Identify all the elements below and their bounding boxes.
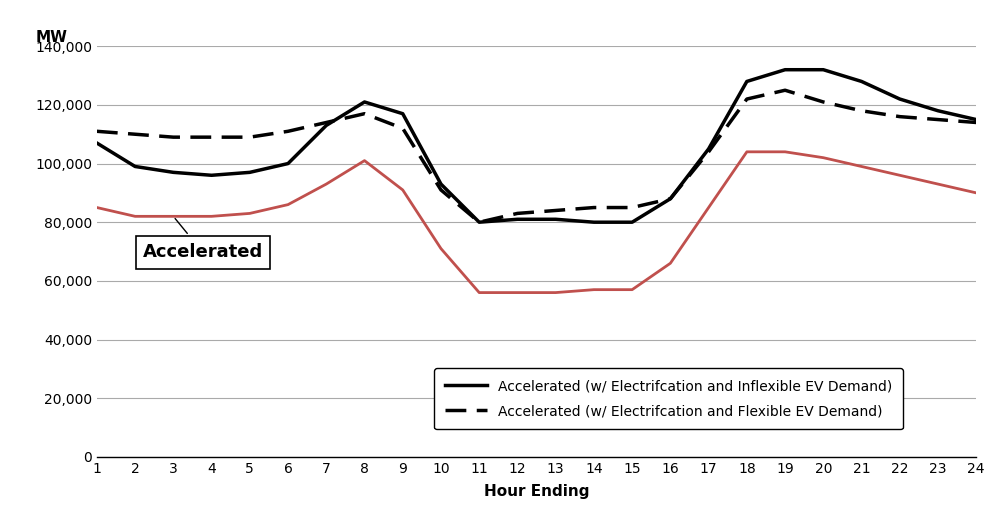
- Legend: Accelerated (w/ Electrifcation and Inflexible EV Demand), Accelerated (w/ Electr: Accelerated (w/ Electrifcation and Infle…: [434, 368, 903, 429]
- Text: MW: MW: [35, 30, 67, 45]
- Text: Accelerated: Accelerated: [143, 218, 263, 262]
- X-axis label: Hour Ending: Hour Ending: [484, 484, 589, 499]
